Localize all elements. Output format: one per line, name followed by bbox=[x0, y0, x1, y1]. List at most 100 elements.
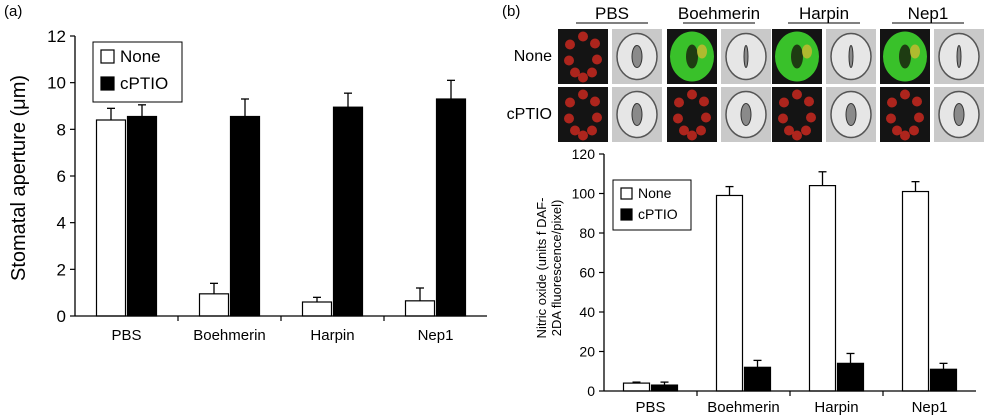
chloroplast-signal bbox=[590, 38, 600, 49]
chart-b-bar-none bbox=[715, 194, 744, 392]
chart-a-y-tick-label: 10 bbox=[47, 74, 66, 93]
chart-a-legend-swatch-none bbox=[100, 49, 115, 64]
chloroplast-signal bbox=[578, 89, 588, 100]
chart-a-y-tick-label: 8 bbox=[57, 120, 66, 139]
chart-a-legend-label: cPTIO bbox=[120, 74, 168, 93]
chloroplast-signal bbox=[673, 113, 683, 124]
chloroplast-signal bbox=[592, 54, 602, 65]
chloroplast-signal bbox=[590, 96, 600, 107]
micrograph-row-header: None bbox=[514, 48, 552, 65]
chloroplast-signal bbox=[887, 97, 897, 108]
chart-b-bar-cptio bbox=[929, 368, 958, 392]
chloroplast-signal bbox=[587, 125, 597, 136]
chart-a-bar-none bbox=[301, 301, 333, 317]
chart-a-y-tick-label: 2 bbox=[57, 260, 66, 279]
chloroplast-signal bbox=[804, 96, 814, 107]
chart-a-bar-none bbox=[404, 300, 436, 317]
chloroplast-signal bbox=[801, 125, 811, 136]
chart-b-category-label: Nep1 bbox=[912, 399, 948, 416]
chart-a-y-axis-label: Stomatal aperture (μm) bbox=[8, 75, 30, 281]
panel-b-label: (b) bbox=[502, 3, 520, 20]
chloroplast-signal bbox=[592, 112, 602, 123]
stomatal-pore bbox=[743, 45, 749, 68]
stomatal-pore bbox=[740, 103, 752, 126]
stomatal-pore bbox=[848, 45, 854, 68]
chloroplast-signal bbox=[565, 39, 575, 50]
chart-a-bar-none bbox=[198, 293, 230, 317]
chloroplast-signal bbox=[564, 113, 574, 124]
chart-b-bar-none bbox=[808, 185, 837, 392]
panel-a-label: (a) bbox=[4, 3, 22, 20]
chloroplast-signal bbox=[802, 44, 812, 59]
chloroplast-signal bbox=[779, 97, 789, 108]
chart-b-legend-label: None bbox=[638, 185, 672, 201]
chart-a: 0 2 4 6 8 10 12 PBS Boehmerin Harpin Nep1 Stomata… bbox=[8, 27, 487, 344]
chloroplast-signal bbox=[699, 96, 709, 107]
chloroplast-signal bbox=[892, 125, 902, 136]
chloroplast-signal bbox=[900, 89, 910, 100]
chloroplast-signal bbox=[578, 31, 588, 42]
chloroplast-signal bbox=[570, 125, 580, 136]
chart-b-bar-cptio bbox=[743, 366, 772, 392]
chart-a-bar-none bbox=[95, 119, 127, 317]
chart-b-y-tick-label: 80 bbox=[579, 225, 595, 241]
stomatal-pore bbox=[899, 44, 911, 69]
chart-b: 0 20 40 60 80 100 120 PBS Boehmerin Harpin Nep1 N… bbox=[534, 146, 976, 416]
chloroplast-signal bbox=[578, 72, 588, 83]
chloroplast-signal bbox=[697, 44, 707, 59]
chart-a-legend: None cPTIO bbox=[92, 41, 183, 103]
chart-b-category-label: Boehmerin bbox=[707, 399, 780, 416]
chart-b-bar-cptio bbox=[650, 384, 679, 392]
chart-b-bar-none bbox=[622, 382, 651, 392]
chart-b-y-tick-label: 60 bbox=[579, 264, 595, 280]
chloroplast-signal bbox=[565, 97, 575, 108]
chart-a-category-label: PBS bbox=[111, 327, 141, 344]
chart-a-category-label: Boehmerin bbox=[193, 327, 266, 344]
chart-b-legend-swatch-cptio bbox=[620, 208, 633, 221]
stomatal-pore bbox=[631, 45, 643, 68]
stomatal-pore bbox=[631, 103, 643, 126]
chart-b-legend-label: cPTIO bbox=[638, 206, 678, 222]
chloroplast-signal bbox=[886, 113, 896, 124]
chloroplast-signal bbox=[912, 96, 922, 107]
chloroplast-signal bbox=[564, 55, 574, 66]
chart-a-category-label: Harpin bbox=[310, 327, 354, 344]
stomatal-pore bbox=[956, 45, 962, 68]
chart-b-y-tick-label: 120 bbox=[572, 146, 596, 162]
chloroplast-signal bbox=[696, 125, 706, 136]
stomatal-pore bbox=[686, 44, 698, 69]
chloroplast-signal bbox=[792, 130, 802, 141]
chloroplast-signal bbox=[674, 97, 684, 108]
chart-a-bar-cptio bbox=[435, 98, 467, 317]
chart-b-bar-none bbox=[901, 190, 930, 392]
chart-a-y-tick-label: 4 bbox=[57, 214, 66, 233]
micrograph-panel: PBS Boehmerin Harpin Nep1 None cPTIO bbox=[507, 4, 984, 142]
chloroplast-signal bbox=[806, 112, 816, 123]
chloroplast-signal bbox=[578, 130, 588, 141]
chart-a-y-tick-label: 6 bbox=[57, 167, 66, 186]
chart-b-y-tick-label: 100 bbox=[572, 185, 596, 201]
stomatal-pore bbox=[845, 103, 857, 126]
chart-a-y-tick-label: 0 bbox=[57, 307, 66, 326]
chart-b-y-axis-label-line1: Nitric oxide (units f DAF- bbox=[534, 198, 549, 339]
chloroplast-signal bbox=[914, 112, 924, 123]
chloroplast-signal bbox=[900, 130, 910, 141]
stomatal-pore bbox=[791, 44, 803, 69]
chart-a-bar-cptio bbox=[126, 115, 158, 317]
chart-b-legend: None cPTIO bbox=[612, 179, 692, 231]
micrograph-column-header: PBS bbox=[595, 4, 629, 23]
chloroplast-signal bbox=[570, 67, 580, 78]
chart-b-y-tick-label: 40 bbox=[579, 304, 595, 320]
chart-b-category-label: PBS bbox=[635, 399, 665, 416]
chloroplast-signal bbox=[687, 89, 697, 100]
chart-b-bar-cptio bbox=[836, 362, 865, 392]
micrograph-column-header: Nep1 bbox=[908, 4, 949, 23]
stomatal-pore bbox=[953, 103, 965, 126]
chloroplast-signal bbox=[778, 113, 788, 124]
chart-b-y-tick-label: 20 bbox=[579, 343, 595, 359]
chart-b-legend-swatch-none bbox=[620, 187, 633, 200]
chloroplast-signal bbox=[909, 125, 919, 136]
micrograph-column-header: Harpin bbox=[799, 4, 849, 23]
chart-a-category-label: Nep1 bbox=[418, 327, 454, 344]
